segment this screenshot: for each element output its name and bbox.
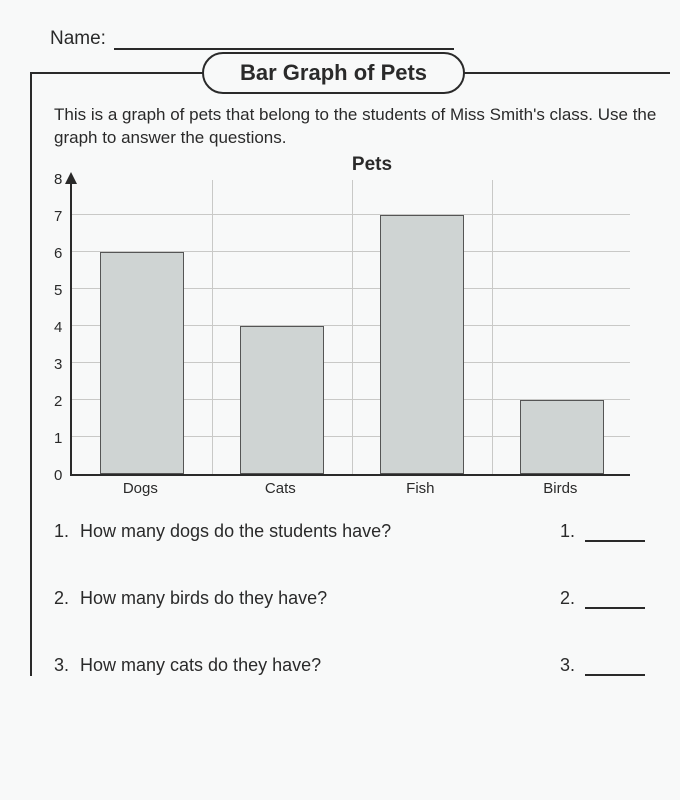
worksheet-frame: Bar Graph of Pets This is a graph of pet…	[30, 72, 670, 676]
x-axis-labels: DogsCatsFishBirds	[70, 476, 630, 497]
questions-list: 1.How many dogs do the students have?1. 2…	[54, 521, 670, 676]
x-tick-label: Fish	[350, 480, 490, 497]
gridline-vertical	[212, 180, 213, 474]
x-tick-label: Dogs	[70, 480, 210, 497]
worksheet-title: Bar Graph of Pets	[202, 52, 465, 94]
plot-area	[70, 180, 630, 476]
chart-title: Pets	[74, 154, 670, 176]
y-tick-label: 7	[54, 209, 62, 225]
y-tick-label: 3	[54, 357, 62, 373]
y-tick-label: 8	[54, 172, 62, 188]
question-text: How many dogs do the students have?	[80, 521, 560, 542]
answer-number: 2.	[560, 588, 575, 609]
instructions-text: This is a graph of pets that belong to t…	[54, 104, 670, 150]
bar-fish	[380, 215, 464, 474]
y-tick-label: 5	[54, 283, 62, 299]
x-tick-label: Cats	[210, 480, 350, 497]
y-axis-labels: 8 7 6 5 4 3 2 1 0	[54, 172, 70, 484]
question-number: 3.	[54, 655, 80, 676]
gridline-vertical	[492, 180, 493, 474]
name-input-line[interactable]	[114, 48, 454, 50]
question-row: 1.How many dogs do the students have?1.	[54, 521, 670, 542]
y-axis-arrow-icon	[65, 172, 77, 184]
answer-slot: 3.	[560, 655, 670, 676]
name-field-row: Name:	[50, 28, 670, 50]
y-tick-label: 0	[54, 468, 62, 484]
bar-chart: 876543210 DogsCatsFishBirds	[54, 180, 670, 497]
answer-slot: 2.	[560, 588, 670, 609]
question-number: 2.	[54, 588, 80, 609]
question-row: 2.How many birds do they have?2.	[54, 588, 670, 609]
y-tick-label: 4	[54, 320, 62, 336]
y-tick-label: 6	[54, 246, 62, 262]
bar-birds	[520, 400, 604, 474]
x-tick-label: Birds	[490, 480, 630, 497]
bar-cats	[240, 326, 324, 474]
answer-input-line[interactable]	[585, 540, 645, 542]
question-row: 3.How many cats do they have?3.	[54, 655, 670, 676]
answer-input-line[interactable]	[585, 607, 645, 609]
question-text: How many cats do they have?	[80, 655, 560, 676]
gridline-horizontal	[72, 214, 630, 215]
answer-slot: 1.	[560, 521, 670, 542]
gridline-vertical	[352, 180, 353, 474]
question-number: 1.	[54, 521, 80, 542]
name-label: Name:	[50, 28, 106, 50]
answer-number: 3.	[560, 655, 575, 676]
bar-dogs	[100, 252, 184, 474]
question-text: How many birds do they have?	[80, 588, 560, 609]
y-tick-label: 1	[54, 431, 62, 447]
answer-number: 1.	[560, 521, 575, 542]
y-tick-label: 2	[54, 394, 62, 410]
answer-input-line[interactable]	[585, 674, 645, 676]
